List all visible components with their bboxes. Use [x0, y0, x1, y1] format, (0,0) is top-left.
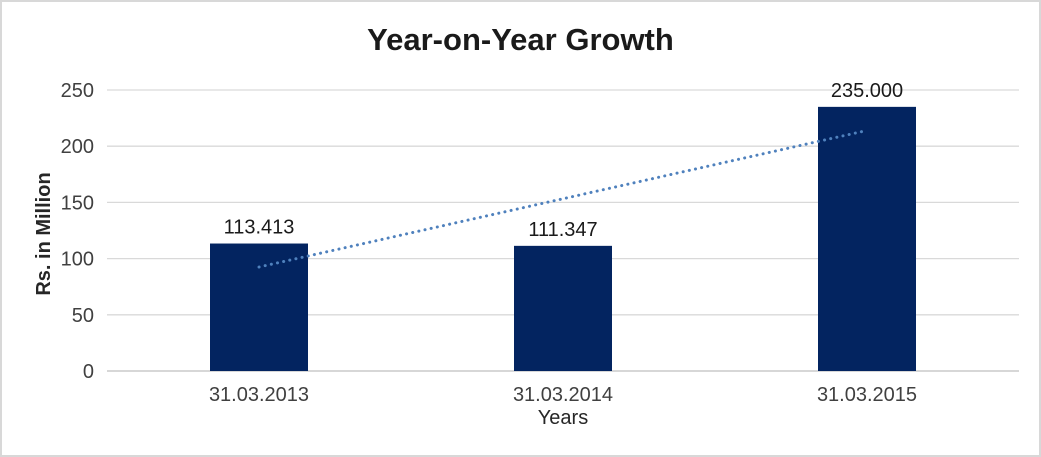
- bar: [818, 106, 916, 372]
- y-tick-label: 50: [72, 305, 94, 327]
- x-category-label: 31.03.2013: [209, 384, 309, 406]
- y-tick-label: 150: [61, 192, 94, 214]
- x-axis-title: Years: [537, 407, 589, 429]
- bar-data-label: 235.000: [831, 80, 903, 102]
- y-tick-label: 250: [61, 80, 94, 102]
- y-tick-label: 0: [83, 361, 94, 383]
- x-category-label: 31.03.2014: [513, 384, 613, 406]
- bar-data-label: 113.413: [224, 217, 295, 239]
- bar-data-label: 111.347: [528, 219, 597, 241]
- bar: [210, 243, 308, 371]
- y-tick-label: 200: [61, 136, 94, 158]
- chart-title: Year-on-Year Growth: [367, 22, 674, 57]
- x-category-label: 31.03.2015: [817, 384, 917, 406]
- y-tick-label: 100: [61, 249, 94, 271]
- bar: [514, 245, 612, 371]
